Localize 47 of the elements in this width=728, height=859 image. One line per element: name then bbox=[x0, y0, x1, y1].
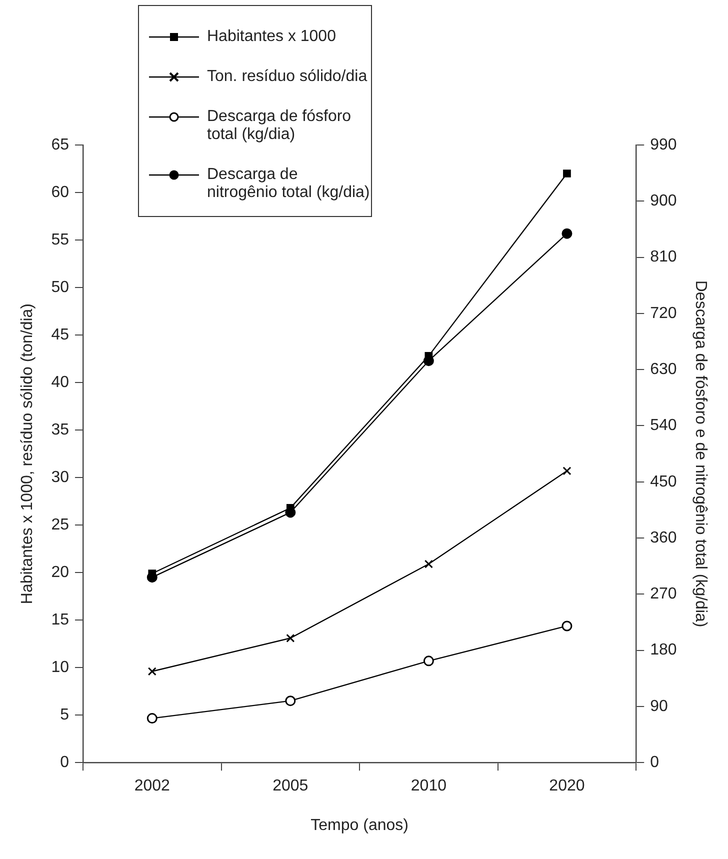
y-tick-label: 55 bbox=[51, 231, 70, 248]
y2-tick-label: 0 bbox=[650, 754, 660, 772]
y-axis-title: Habitantes x 1000, resíduo sólido (ton/dia) bbox=[19, 303, 36, 604]
y-tick-label: 15 bbox=[51, 611, 70, 628]
legend-label: Habitantes x 1000 bbox=[207, 28, 336, 46]
x-tick-label: 2020 bbox=[549, 778, 585, 795]
point bbox=[148, 667, 156, 676]
y2-tick-label: 360 bbox=[650, 529, 677, 546]
y-tick-label: 0 bbox=[60, 754, 70, 772]
x-axis-title: Tempo (anos) bbox=[310, 816, 408, 834]
y-tick-label: 40 bbox=[51, 374, 70, 391]
y-tick-label: 5 bbox=[60, 706, 70, 724]
y-tick-label: 10 bbox=[51, 658, 70, 676]
legend-label: Descarga de fósforo total (kg/dia) bbox=[207, 108, 352, 144]
point bbox=[563, 170, 571, 178]
y2-tick-label: 540 bbox=[650, 417, 677, 434]
y-tick-label: 45 bbox=[51, 326, 70, 344]
y-tick-label: 65 bbox=[51, 136, 70, 154]
y2-tick-label: 270 bbox=[650, 586, 677, 603]
y2-tick-label: 450 bbox=[650, 473, 677, 490]
y-tick-label: 35 bbox=[51, 421, 70, 438]
y2-tick-label: 720 bbox=[650, 304, 677, 322]
point bbox=[285, 696, 296, 706]
y-tick-label: 30 bbox=[51, 468, 70, 486]
point bbox=[286, 634, 295, 642]
y-tick-label: 50 bbox=[51, 278, 70, 296]
y2-tick-label: 180 bbox=[650, 642, 677, 659]
y2-axis-title: Descarga de fósforo e de nitrogênio total (kg/dia) bbox=[692, 280, 709, 628]
y-tick-label: 60 bbox=[51, 184, 70, 201]
point bbox=[146, 713, 158, 724]
y2-tick-label: 990 bbox=[650, 136, 677, 154]
y-tick-label: 20 bbox=[51, 564, 70, 581]
point bbox=[424, 560, 433, 568]
x-tick-label: 2010 bbox=[410, 778, 447, 795]
y-tick-label: 25 bbox=[51, 516, 70, 534]
y2-tick-label: 90 bbox=[650, 698, 668, 715]
x-tick-label: 2005 bbox=[272, 778, 308, 795]
x-tick-label: 2002 bbox=[134, 778, 170, 795]
y2-tick-label: 810 bbox=[650, 248, 677, 266]
point bbox=[423, 656, 434, 666]
point bbox=[562, 466, 572, 476]
y2-tick-label: 900 bbox=[650, 192, 677, 210]
legend-label: Descarga de nitrogênio total (kg/dia) bbox=[207, 166, 371, 202]
legend-label: Ton. resíduo sólido/dia bbox=[207, 68, 368, 86]
point bbox=[562, 228, 572, 239]
y2-tick-label: 630 bbox=[650, 360, 677, 378]
point bbox=[562, 620, 572, 632]
